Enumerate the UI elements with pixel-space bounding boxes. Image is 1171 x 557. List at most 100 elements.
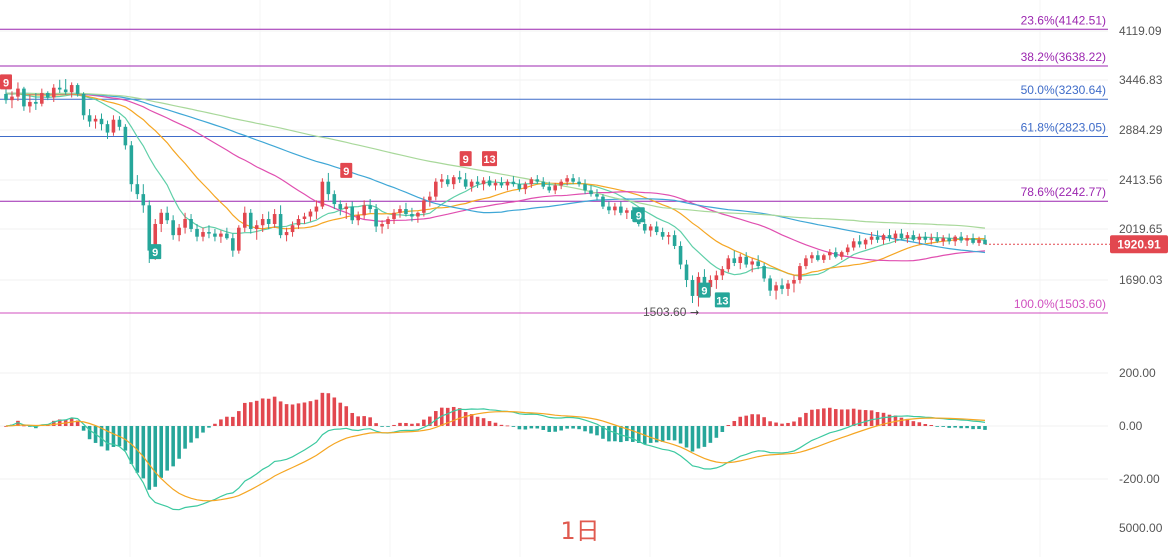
candle-body bbox=[511, 181, 516, 185]
candle bbox=[398, 205, 402, 218]
candle bbox=[284, 227, 289, 242]
candle-body bbox=[308, 211, 313, 217]
candle bbox=[684, 259, 689, 288]
candle-body bbox=[577, 181, 581, 185]
candle bbox=[63, 79, 68, 95]
candle-body bbox=[439, 179, 444, 182]
candle-body bbox=[881, 235, 886, 240]
candle bbox=[810, 252, 814, 263]
price-tick-label: 2413.56 bbox=[1119, 173, 1163, 187]
candle bbox=[302, 212, 307, 224]
candle-body bbox=[302, 216, 307, 220]
candle bbox=[332, 190, 337, 210]
current-price-label: 1920.91 bbox=[1117, 237, 1161, 251]
candle-body bbox=[941, 238, 946, 242]
candle-body bbox=[231, 238, 235, 251]
td-marker-badge bbox=[714, 292, 730, 308]
macd-bar bbox=[631, 426, 635, 442]
candle bbox=[248, 209, 253, 234]
candle-body bbox=[690, 280, 695, 296]
candle-body bbox=[4, 93, 8, 101]
candle-body bbox=[374, 209, 378, 227]
candle-body bbox=[648, 226, 653, 231]
candle bbox=[792, 275, 796, 293]
macd-bar bbox=[356, 416, 360, 426]
candle-body bbox=[768, 278, 772, 291]
candle-body bbox=[141, 194, 146, 206]
candle-body bbox=[702, 276, 707, 288]
candle-body bbox=[22, 88, 26, 107]
macd-bar bbox=[75, 420, 80, 426]
candle-body bbox=[356, 215, 360, 221]
candle-body bbox=[804, 258, 808, 267]
candle-body bbox=[851, 241, 856, 248]
fib-label: 23.6%(4142.51) bbox=[1021, 13, 1106, 27]
candle bbox=[845, 244, 850, 256]
candle-body bbox=[386, 219, 390, 224]
fib-label: 61.8%(2823.05) bbox=[1021, 121, 1106, 135]
td-marker-badge bbox=[698, 282, 711, 298]
candle bbox=[123, 124, 128, 150]
macd-bar bbox=[368, 417, 372, 426]
candle bbox=[356, 211, 360, 226]
candle bbox=[529, 177, 534, 188]
candle-body bbox=[613, 206, 617, 211]
macd-bar bbox=[738, 416, 743, 426]
candle bbox=[386, 216, 390, 229]
candle bbox=[4, 88, 8, 104]
candle bbox=[201, 227, 205, 242]
candle bbox=[129, 141, 134, 192]
td-marker-label: 9 bbox=[152, 247, 158, 259]
fib-label: 38.2%(3638.22) bbox=[1021, 50, 1106, 64]
price-tick-label: 2884.29 bbox=[1119, 123, 1163, 137]
macd-bar bbox=[917, 422, 922, 426]
candle-body bbox=[929, 238, 934, 240]
candle bbox=[457, 170, 462, 183]
macd-dif-line bbox=[5, 408, 986, 511]
candle bbox=[965, 235, 969, 246]
candle-body bbox=[774, 285, 778, 291]
candle-body bbox=[362, 205, 366, 216]
macd-bar bbox=[392, 424, 396, 426]
candle bbox=[10, 91, 14, 109]
candle bbox=[177, 223, 181, 242]
candle-body bbox=[899, 233, 904, 239]
candle bbox=[917, 233, 922, 245]
candle-body bbox=[272, 214, 277, 224]
price-tick-label: 1690.03 bbox=[1119, 273, 1163, 287]
candle bbox=[899, 228, 904, 240]
macd-bar bbox=[87, 426, 92, 440]
macd-bar bbox=[141, 426, 146, 479]
macd-bar bbox=[260, 398, 265, 426]
macd-bar bbox=[714, 426, 719, 438]
macd-bar bbox=[732, 421, 737, 426]
macd-bar bbox=[439, 407, 444, 426]
candle bbox=[744, 252, 749, 268]
candle bbox=[308, 209, 313, 222]
candle bbox=[756, 255, 760, 270]
candle bbox=[272, 209, 277, 228]
macd-bar bbox=[726, 424, 731, 426]
candle-body bbox=[207, 232, 211, 234]
candle-body bbox=[410, 214, 414, 217]
macd-bar bbox=[380, 426, 384, 427]
candle bbox=[159, 209, 163, 233]
candle bbox=[726, 255, 731, 273]
candle-body bbox=[457, 177, 462, 180]
candle bbox=[314, 200, 319, 220]
candle bbox=[905, 232, 910, 243]
macd-bar bbox=[654, 426, 659, 443]
macd-bar bbox=[517, 426, 522, 430]
macd-bar bbox=[326, 393, 331, 426]
candle bbox=[237, 225, 241, 254]
candle bbox=[881, 233, 886, 245]
candle bbox=[75, 83, 80, 97]
candle-body bbox=[117, 119, 122, 127]
candle-body bbox=[935, 238, 940, 242]
candle-body bbox=[368, 205, 372, 210]
candle-body bbox=[559, 181, 563, 186]
macd-bar bbox=[171, 426, 175, 467]
candle bbox=[607, 201, 611, 215]
candle bbox=[296, 215, 301, 229]
